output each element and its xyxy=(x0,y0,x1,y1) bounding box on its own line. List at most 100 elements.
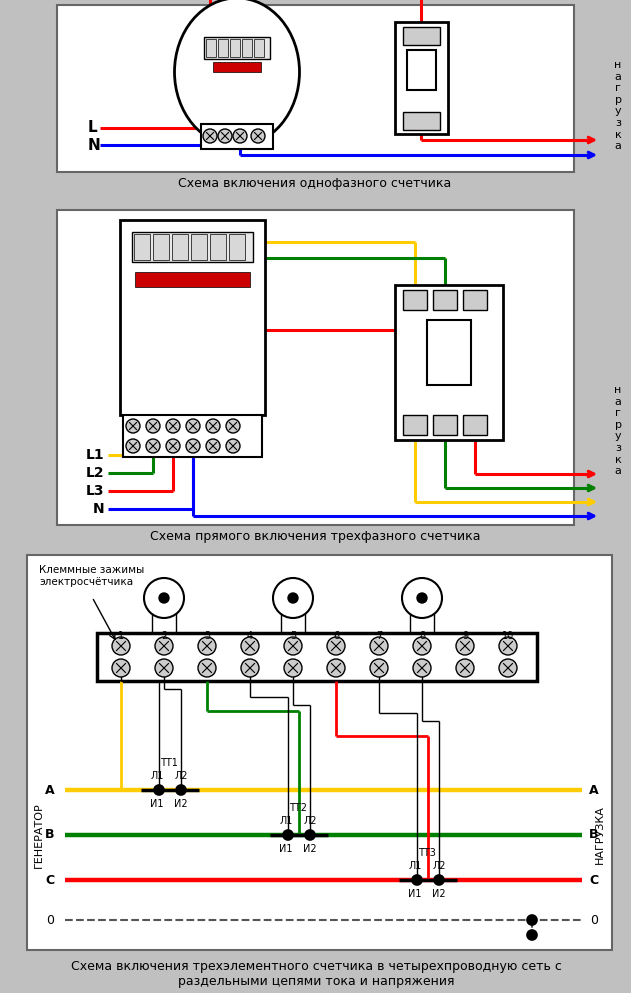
Text: И1: И1 xyxy=(150,799,164,809)
Circle shape xyxy=(146,439,160,453)
Text: 2: 2 xyxy=(161,631,167,641)
Circle shape xyxy=(186,439,200,453)
Circle shape xyxy=(126,439,140,453)
Bar xyxy=(27,555,612,950)
Circle shape xyxy=(226,419,240,433)
Text: В: В xyxy=(589,828,599,841)
Text: Л2: Л2 xyxy=(304,816,317,826)
Bar xyxy=(254,39,264,57)
Circle shape xyxy=(499,637,517,655)
Text: 8: 8 xyxy=(419,631,425,641)
Circle shape xyxy=(370,637,388,655)
Circle shape xyxy=(112,637,130,655)
Circle shape xyxy=(283,830,293,840)
Circle shape xyxy=(218,129,232,143)
Circle shape xyxy=(241,637,259,655)
Text: раздельными цепями тока и напряжения: раздельными цепями тока и напряжения xyxy=(178,975,454,988)
Circle shape xyxy=(288,593,298,603)
Circle shape xyxy=(166,439,180,453)
Circle shape xyxy=(233,129,247,143)
Bar xyxy=(433,290,457,310)
Text: А: А xyxy=(45,783,55,796)
Circle shape xyxy=(327,659,345,677)
Circle shape xyxy=(284,637,302,655)
Bar xyxy=(395,285,503,440)
Text: С: С xyxy=(589,874,599,887)
Text: н
а
г
р
у
з
к
а: н а г р у з к а xyxy=(615,60,622,151)
Text: L1: L1 xyxy=(85,448,104,462)
Circle shape xyxy=(241,659,259,677)
Circle shape xyxy=(206,439,220,453)
Text: N: N xyxy=(88,137,101,153)
Circle shape xyxy=(417,593,427,603)
Circle shape xyxy=(499,659,517,677)
Circle shape xyxy=(186,419,200,433)
Circle shape xyxy=(327,637,345,655)
Text: Схема включения трехэлементного счетчика в четырехпроводную сеть с: Схема включения трехэлементного счетчика… xyxy=(71,960,562,973)
Bar xyxy=(172,234,188,260)
Text: ГЕНЕРАТОР: ГЕНЕРАТОР xyxy=(34,802,44,868)
Bar xyxy=(97,633,537,681)
Bar xyxy=(403,415,427,435)
Bar xyxy=(403,290,427,310)
Bar xyxy=(427,320,471,385)
Text: ТТ2: ТТ2 xyxy=(289,803,307,813)
Bar xyxy=(206,39,216,57)
Text: Л2: Л2 xyxy=(174,771,188,781)
Circle shape xyxy=(434,875,444,885)
Text: 0: 0 xyxy=(46,914,54,926)
Bar xyxy=(204,37,270,59)
Circle shape xyxy=(273,578,313,618)
Circle shape xyxy=(112,659,130,677)
Bar xyxy=(153,234,169,260)
Bar xyxy=(403,27,440,45)
Bar xyxy=(120,220,265,415)
Circle shape xyxy=(166,419,180,433)
Bar xyxy=(218,39,228,57)
Circle shape xyxy=(527,930,537,940)
Text: Л2: Л2 xyxy=(432,861,445,871)
Text: ТТ1: ТТ1 xyxy=(160,758,178,768)
Bar xyxy=(403,112,440,130)
Text: 6: 6 xyxy=(333,631,339,641)
Circle shape xyxy=(226,439,240,453)
Bar xyxy=(132,232,253,262)
Text: 5: 5 xyxy=(290,631,296,641)
Circle shape xyxy=(413,659,431,677)
Bar xyxy=(57,5,574,172)
Circle shape xyxy=(251,129,265,143)
Text: Л1: Л1 xyxy=(150,771,163,781)
Bar xyxy=(433,415,457,435)
Text: L: L xyxy=(88,120,98,135)
Circle shape xyxy=(146,419,160,433)
Circle shape xyxy=(206,419,220,433)
Text: И1: И1 xyxy=(280,844,293,854)
Bar xyxy=(135,272,250,287)
Text: И2: И2 xyxy=(174,799,188,809)
Circle shape xyxy=(126,419,140,433)
Text: 1: 1 xyxy=(118,631,124,641)
Bar xyxy=(242,39,252,57)
Text: 9: 9 xyxy=(462,631,468,641)
Bar xyxy=(123,415,262,457)
Circle shape xyxy=(527,915,537,925)
Circle shape xyxy=(144,578,184,618)
Text: 10: 10 xyxy=(502,631,514,641)
Bar xyxy=(463,415,487,435)
Text: 7: 7 xyxy=(376,631,382,641)
Bar xyxy=(395,22,448,134)
Circle shape xyxy=(198,659,216,677)
Circle shape xyxy=(412,875,422,885)
Text: 3: 3 xyxy=(204,631,210,641)
Text: Схема прямого включения трехфазного счетчика: Схема прямого включения трехфазного счет… xyxy=(150,530,480,543)
Text: Схема включения однофазного счетчика: Схема включения однофазного счетчика xyxy=(179,177,452,190)
Text: N: N xyxy=(92,502,104,516)
Circle shape xyxy=(155,637,173,655)
Circle shape xyxy=(456,659,474,677)
Text: И1: И1 xyxy=(408,889,422,899)
Circle shape xyxy=(370,659,388,677)
Circle shape xyxy=(159,593,169,603)
Text: С: С xyxy=(45,874,54,887)
Circle shape xyxy=(198,637,216,655)
Ellipse shape xyxy=(175,0,300,146)
